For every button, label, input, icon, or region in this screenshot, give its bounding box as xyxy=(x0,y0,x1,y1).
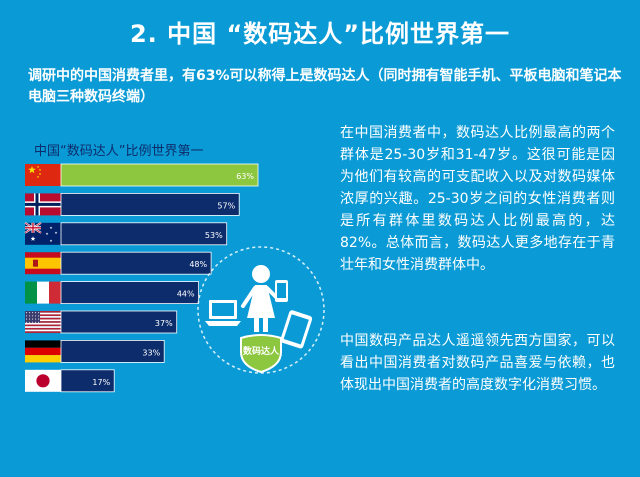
data-label-norway: 57% xyxy=(217,201,235,210)
bar-chart: 63% 57% 53% 48% 44% 37% 33% 17% xyxy=(24,163,259,393)
bar-italy xyxy=(60,281,200,304)
data-label-united-states: 37% xyxy=(155,319,173,328)
bar-spain xyxy=(60,251,212,275)
data-label-spain: 48% xyxy=(189,260,207,269)
bar-japan xyxy=(60,369,115,393)
bar-germany xyxy=(60,339,165,363)
bar-row-spain: 48% xyxy=(25,251,212,275)
flag-china-icon xyxy=(25,164,61,186)
data-label-italy: 44% xyxy=(177,290,195,299)
bar-row-china: 63% xyxy=(25,163,259,187)
bar-row-norway: 57% xyxy=(25,193,240,216)
flag-norway-icon xyxy=(25,193,61,216)
page-title: 2. 中国 “数码达人”比例世界第一 xyxy=(129,20,511,48)
flag-germany-icon xyxy=(25,340,61,363)
smartphone-icon xyxy=(275,280,288,302)
paragraph-china-lead: 中国数码产品达人遥遥领先西方国家，可以看出中国消费者对数码产品喜爱与依赖，也体现… xyxy=(340,333,615,393)
bar-united-states xyxy=(60,310,178,334)
flag-australia-icon xyxy=(24,221,61,245)
flag-spain-icon xyxy=(25,252,61,275)
shield-icon: 数码达人 xyxy=(240,334,282,374)
flag-italy-icon xyxy=(25,281,61,304)
bar-row-united-states: 37% xyxy=(25,310,178,334)
flag-japan-icon xyxy=(25,369,61,392)
laptop-icon xyxy=(205,300,241,326)
badge-label: 数码达人 xyxy=(243,345,280,357)
chart-title: 中国“数码达人”比例世界第一 xyxy=(34,144,204,159)
bar-row-germany: 33% xyxy=(25,339,165,363)
tablet-icon xyxy=(280,310,313,349)
data-label-japan: 17% xyxy=(92,378,110,387)
bar-norway xyxy=(60,193,240,216)
bar-australia xyxy=(60,222,228,246)
bar-row-australia: 53% xyxy=(24,221,228,246)
woman-icon xyxy=(241,265,279,332)
paragraph-digital-groups: 在中国消费者中，数码达人比例最高的两个群体是25-30岁和31-47岁。这很可能… xyxy=(340,125,615,273)
digital-expert-illustration: 数码达人 xyxy=(197,246,325,374)
flag-united-states-icon xyxy=(25,311,61,334)
bar-china xyxy=(60,163,259,187)
data-label-china: 63% xyxy=(236,172,254,181)
data-label-germany: 33% xyxy=(142,348,160,357)
bar-row-italy: 44% xyxy=(25,281,200,304)
data-label-australia: 53% xyxy=(205,231,223,240)
page-subtitle: 调研中的中国消费者里，有63%可以称得上是数码达人（同时拥有智能手机、平板电脑和… xyxy=(28,68,622,105)
bar-row-japan: 17% xyxy=(25,369,115,393)
